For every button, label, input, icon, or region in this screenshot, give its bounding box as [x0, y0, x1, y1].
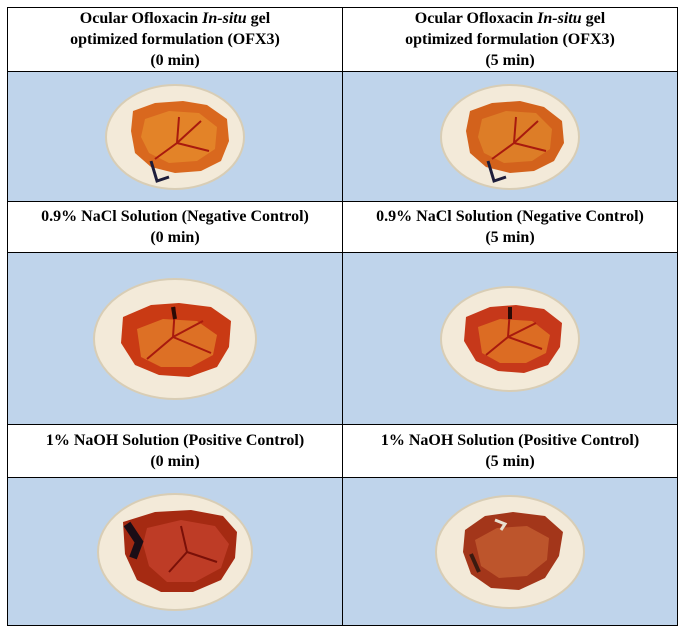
- egg-cam-image-nacl-0min: [93, 277, 257, 400]
- egg-cam-image-nacl-5min: [440, 285, 580, 392]
- header-line-2: (0 min): [150, 229, 200, 246]
- egg-cam-image-ofx3-5min: [440, 83, 580, 190]
- naoh-0min-header: 1% NaOH Solution (Positive Control) (0 m…: [7, 424, 343, 478]
- header-line-2: (5 min): [485, 229, 535, 246]
- nacl-5min-image-cell: [342, 252, 678, 425]
- header-line-1: 1% NaOH Solution (Positive Control): [380, 432, 640, 449]
- header-line-3: (5 min): [485, 52, 535, 69]
- header-line-1: Ocular Ofloxacin In-situ gel: [79, 10, 271, 27]
- nacl-0min-header: 0.9% NaCl Solution (Negative Control) (0…: [7, 201, 343, 253]
- egg-cam-image-naoh-0min: [97, 492, 253, 611]
- naoh-0min-image-cell: [7, 477, 343, 626]
- ofx3-0min-image-cell: [7, 71, 343, 202]
- naoh-5min-image-cell: [342, 477, 678, 626]
- ofx3-5min-image-cell: [342, 71, 678, 202]
- header-line-3: (0 min): [150, 52, 200, 69]
- header-line-1: 1% NaOH Solution (Positive Control): [45, 432, 305, 449]
- egg-cam-image-ofx3-0min: [105, 83, 245, 190]
- nacl-0min-image-cell: [7, 252, 343, 425]
- header-line-2: optimized formulation (OFX3): [70, 31, 280, 48]
- header-line-2: optimized formulation (OFX3): [405, 31, 615, 48]
- egg-cam-image-naoh-5min: [435, 494, 585, 609]
- header-line-1: 0.9% NaCl Solution (Negative Control): [376, 208, 644, 225]
- header-line-2: (0 min): [150, 453, 200, 470]
- het-cam-figure-table: Ocular Ofloxacin In-situ gel optimized f…: [7, 7, 678, 626]
- header-line-2: (5 min): [485, 453, 535, 470]
- ofx3-5min-header: Ocular Ofloxacin In-situ gel optimized f…: [342, 7, 678, 72]
- ofx3-0min-header: Ocular Ofloxacin In-situ gel optimized f…: [7, 7, 343, 72]
- header-line-1: Ocular Ofloxacin In-situ gel: [414, 10, 606, 27]
- nacl-5min-header: 0.9% NaCl Solution (Negative Control) (5…: [342, 201, 678, 253]
- naoh-5min-header: 1% NaOH Solution (Positive Control) (5 m…: [342, 424, 678, 478]
- header-line-1: 0.9% NaCl Solution (Negative Control): [41, 208, 309, 225]
